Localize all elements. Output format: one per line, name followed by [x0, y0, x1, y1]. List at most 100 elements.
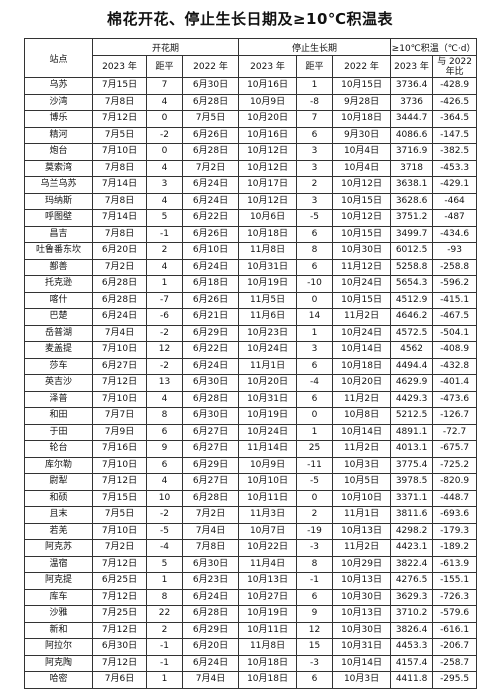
- flowering-2022-cell: 6月21日: [181, 308, 240, 326]
- flowering-2022-cell: 6月29日: [181, 324, 240, 342]
- stop-anomaly-cell: 1: [296, 77, 334, 95]
- temp-vs-2022-cell: -258.8: [432, 258, 478, 276]
- stop-2023-cell: 11月3日: [238, 506, 298, 524]
- flowering-anomaly-cell: 5: [146, 555, 183, 573]
- flowering-anomaly-cell: -4: [146, 539, 183, 557]
- flowering-2022-cell: 6月29日: [181, 621, 240, 639]
- stop-2022-cell: 10月15日: [332, 192, 392, 210]
- flowering-2022-cell: 6月26日: [181, 225, 240, 243]
- station-cell: 哈密: [24, 671, 93, 689]
- flowering-anomaly-cell: 0: [146, 143, 183, 161]
- flowering-2023-cell: 6月25日: [92, 572, 147, 590]
- station-cell: 博乐: [24, 110, 93, 128]
- table-row: 岳普湖 7月4日 -2 6月29日 10月23日 1 10月24日 4572.5 -504.1: [24, 324, 478, 342]
- table-row: 麦盖提 7月10日 12 6月22日 10月24日 3 10月14日 4562 -408.9: [24, 341, 478, 359]
- stop-2023-cell: 11月6日: [238, 308, 298, 326]
- flowering-2023-cell: 7月12日: [92, 110, 147, 128]
- stop-2022-cell: 10月13日: [332, 605, 392, 623]
- stop-2022-cell: 10月4日: [332, 143, 392, 161]
- stop-2023-cell: 10月17日: [238, 176, 298, 194]
- stop-anomaly-cell: -3: [296, 539, 334, 557]
- flowering-2022-cell: 6月28日: [181, 93, 240, 111]
- stop-anomaly-cell: 6: [296, 225, 334, 243]
- flowering-anomaly-cell: -6: [146, 308, 183, 326]
- stop-2022-cell: 10月30日: [332, 621, 392, 639]
- temp-2023-cell: 3371.1: [390, 489, 434, 507]
- temp-vs-2022-cell: -613.9: [432, 555, 478, 573]
- flowering-2022-cell: 6月27日: [181, 473, 240, 491]
- table-row: 巴楚 6月24日 -6 6月21日 11月6日 14 11月2日 4646.2 -467.5: [24, 308, 478, 326]
- table-row: 阿拉尔 6月30日 -1 6月20日 11月8日 15 10月31日 4453.3 -206.7: [24, 638, 478, 656]
- flowering-2022-cell: 6月26日: [181, 126, 240, 144]
- temp-2023-cell: 4629.9: [390, 374, 434, 392]
- flowering-anomaly-cell: 7: [146, 77, 183, 95]
- stop-anomaly-cell: -5: [296, 209, 334, 227]
- table-row: 鄯善 7月2日 4 6月24日 10月31日 6 11月12日 5258.8 -258.8: [24, 258, 478, 276]
- stop-anomaly-cell: 3: [296, 159, 334, 177]
- temp-2023-cell: 4494.4: [390, 357, 434, 375]
- stop-2023-cell: 11月8日: [238, 242, 298, 260]
- station-cell: 阿克提: [24, 572, 93, 590]
- stop-2023-cell: 10月9日: [238, 93, 298, 111]
- flowering-2023-cell: 7月14日: [92, 209, 147, 227]
- page-title: 棉花开花、停止生长日期及≥10℃积温表: [106, 10, 394, 28]
- stop-2023-cell: 10月12日: [238, 143, 298, 161]
- flowering-anomaly-cell: -1: [146, 638, 183, 656]
- temp-2023-cell: 3811.6: [390, 506, 434, 524]
- table-row: 玛纳斯 7月8日 4 6月24日 10月12日 3 10月15日 3628.6 -464: [24, 192, 478, 210]
- flowering-anomaly-cell: -2: [146, 126, 183, 144]
- flowering-2022-cell: 6月27日: [181, 423, 240, 441]
- flowering-2022-cell: 6月30日: [181, 407, 240, 425]
- temp-2023-cell: 3499.7: [390, 225, 434, 243]
- temp-2023-cell: 4572.5: [390, 324, 434, 342]
- temp-vs-2022-cell: -464: [432, 192, 478, 210]
- stop-anomaly-cell: 14: [296, 308, 334, 326]
- temp-vs-2022-cell: -487: [432, 209, 478, 227]
- station-cell: 阿克苏: [24, 539, 93, 557]
- header-row-1: 站点 开花期 停止生长期 ≥10℃积温（℃·d）: [24, 38, 478, 78]
- stop-2023-cell: 10月20日: [238, 374, 298, 392]
- station-cell: 乌兰乌苏: [24, 176, 93, 194]
- flowering-2022-cell: 6月28日: [181, 489, 240, 507]
- flowering-2023-cell: 7月15日: [92, 489, 147, 507]
- temp-vs-2022-cell: -179.3: [432, 522, 478, 540]
- temp-vs-2022-cell: -382.5: [432, 143, 478, 161]
- flowering-2022-cell: 6月10日: [181, 242, 240, 260]
- flowering-anomaly-cell: -2: [146, 506, 183, 524]
- stop-2022-cell: 11月2日: [332, 440, 392, 458]
- station-cell: 于田: [24, 423, 93, 441]
- flowering-2022-cell: 6月24日: [181, 176, 240, 194]
- stop-2023-cell: 10月24日: [238, 341, 298, 359]
- flowering-2022-cell: 6月28日: [181, 143, 240, 161]
- flowering-2023-cell: 7月2日: [92, 258, 147, 276]
- station-cell: 乌苏: [24, 77, 93, 95]
- flowering-2023-cell: 6月20日: [92, 242, 147, 260]
- temp-vs-2022-cell: -155.1: [432, 572, 478, 590]
- temp-vs-2022-cell: -93: [432, 242, 478, 260]
- temp-vs-2022-cell: -432.8: [432, 357, 478, 375]
- flowering-anomaly-cell: 12: [146, 341, 183, 359]
- flowering-2023-cell: 7月5日: [92, 506, 147, 524]
- flowering-2023-cell: 7月5日: [92, 126, 147, 144]
- stop-2023-cell: 10月9日: [238, 456, 298, 474]
- stop-anomaly-cell: -8: [296, 93, 334, 111]
- stop-2022-cell: 10月12日: [332, 209, 392, 227]
- stop-anomaly-cell: 3: [296, 341, 334, 359]
- header-temp-vs-2022-label: 与 2022 年比: [437, 56, 472, 77]
- flowering-anomaly-cell: -7: [146, 291, 183, 309]
- table-row: 温宿 7月12日 5 6月30日 11月4日 8 10月29日 3822.4 -613.9: [24, 555, 478, 573]
- flowering-2023-cell: 7月12日: [92, 555, 147, 573]
- flowering-2022-cell: 7月5日: [181, 110, 240, 128]
- flowering-anomaly-cell: 22: [146, 605, 183, 623]
- header-row-2: 2023 年 距平 2022 年 2023 年 距平 2022 年 2023 年…: [25, 55, 478, 78]
- station-cell: 尉犁: [24, 473, 93, 491]
- temp-2023-cell: 3978.5: [390, 473, 434, 491]
- stop-anomaly-cell: 0: [296, 407, 334, 425]
- table-row: 库尔勒 7月10日 6 6月29日 10月9日 -11 10月3日 3775.4 -725.2: [24, 456, 478, 474]
- table-row: 若羌 7月10日 -5 7月4日 10月7日 -19 10月13日 4298.2 -179.3: [24, 522, 478, 540]
- stop-2023-cell: 10月18日: [238, 225, 298, 243]
- stop-2023-cell: 10月7日: [238, 522, 298, 540]
- flowering-2022-cell: 6月30日: [181, 555, 240, 573]
- flowering-2022-cell: 6月18日: [181, 275, 240, 293]
- station-cell: 阿克陶: [24, 654, 93, 672]
